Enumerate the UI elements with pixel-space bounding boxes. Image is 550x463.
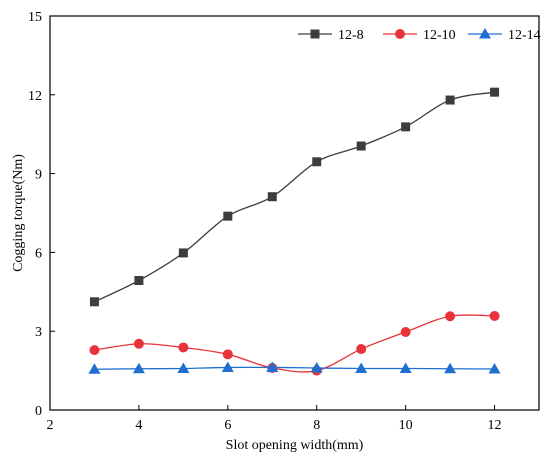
legend-swatch-marker [310, 29, 320, 39]
series-12-8 [89, 87, 500, 307]
data-point-12-8 [445, 95, 455, 105]
data-point-12-10 [222, 349, 233, 360]
data-point-12-10 [89, 345, 100, 356]
x-tick-label: 10 [399, 418, 413, 433]
data-point-12-8 [267, 192, 277, 202]
data-point-12-8 [356, 141, 366, 151]
x-tick-label: 12 [488, 418, 502, 433]
series-line-12-10 [94, 314, 495, 373]
data-point-12-10 [445, 311, 456, 322]
legend-swatch-marker [395, 29, 405, 39]
data-point-12-14 [221, 361, 234, 372]
legend-item-12-10: 12-10 [383, 28, 456, 43]
data-point-12-10 [133, 338, 144, 349]
series-group [88, 87, 501, 376]
y-axis-title: Cogging torque(Nm) [11, 154, 26, 272]
y-tick-label: 6 [35, 246, 42, 261]
data-point-12-14 [444, 362, 457, 374]
legend-label: 12-10 [423, 28, 456, 43]
legend-item-12-14: 12-14 [468, 28, 541, 43]
data-point-12-14 [88, 363, 101, 374]
data-point-12-14 [177, 362, 190, 373]
x-axis-title: Slot opening width(mm) [226, 438, 364, 453]
data-point-12-14 [266, 361, 279, 372]
y-tick-label: 9 [35, 168, 42, 183]
data-point-12-8 [223, 211, 233, 221]
legend: 12-8 12-10 12-14 [298, 28, 541, 43]
series-12-10 [89, 310, 500, 376]
data-point-12-8 [178, 248, 188, 258]
y-tick-label: 0 [35, 404, 42, 419]
data-point-12-10 [356, 344, 367, 355]
x-tick-label: 6 [224, 418, 231, 433]
legend-label: 12-8 [338, 28, 364, 43]
data-point-12-8 [312, 157, 322, 167]
series-12-14 [88, 361, 501, 374]
x-tick-label: 2 [47, 418, 54, 433]
x-tick-label: 4 [135, 418, 142, 433]
data-point-12-10 [489, 310, 500, 321]
data-point-12-8 [134, 276, 144, 286]
data-point-12-8 [89, 297, 99, 307]
legend-label: 12-14 [508, 28, 541, 43]
data-point-12-10 [400, 326, 411, 337]
data-point-12-8 [490, 87, 500, 97]
legend-item-12-8: 12-8 [298, 28, 364, 43]
x-tick-label: 8 [313, 418, 320, 433]
axis-ticks: 2 4 6 8 10 12 0 3 6 9 12 15 [28, 10, 502, 433]
data-point-12-14 [488, 363, 501, 374]
data-point-12-14 [399, 362, 412, 373]
y-tick-label: 12 [28, 89, 42, 104]
y-tick-label: 15 [28, 10, 42, 25]
data-point-12-14 [310, 361, 323, 373]
data-point-12-14 [132, 362, 145, 374]
series-line-12-8 [94, 91, 495, 303]
y-tick-label: 3 [35, 325, 42, 340]
data-point-12-10 [178, 342, 189, 353]
legend-swatch-marker [479, 28, 491, 39]
data-point-12-14 [355, 362, 368, 373]
data-point-12-8 [401, 122, 411, 132]
series-line-12-14 [94, 366, 495, 370]
plot-frame [49, 15, 540, 411]
